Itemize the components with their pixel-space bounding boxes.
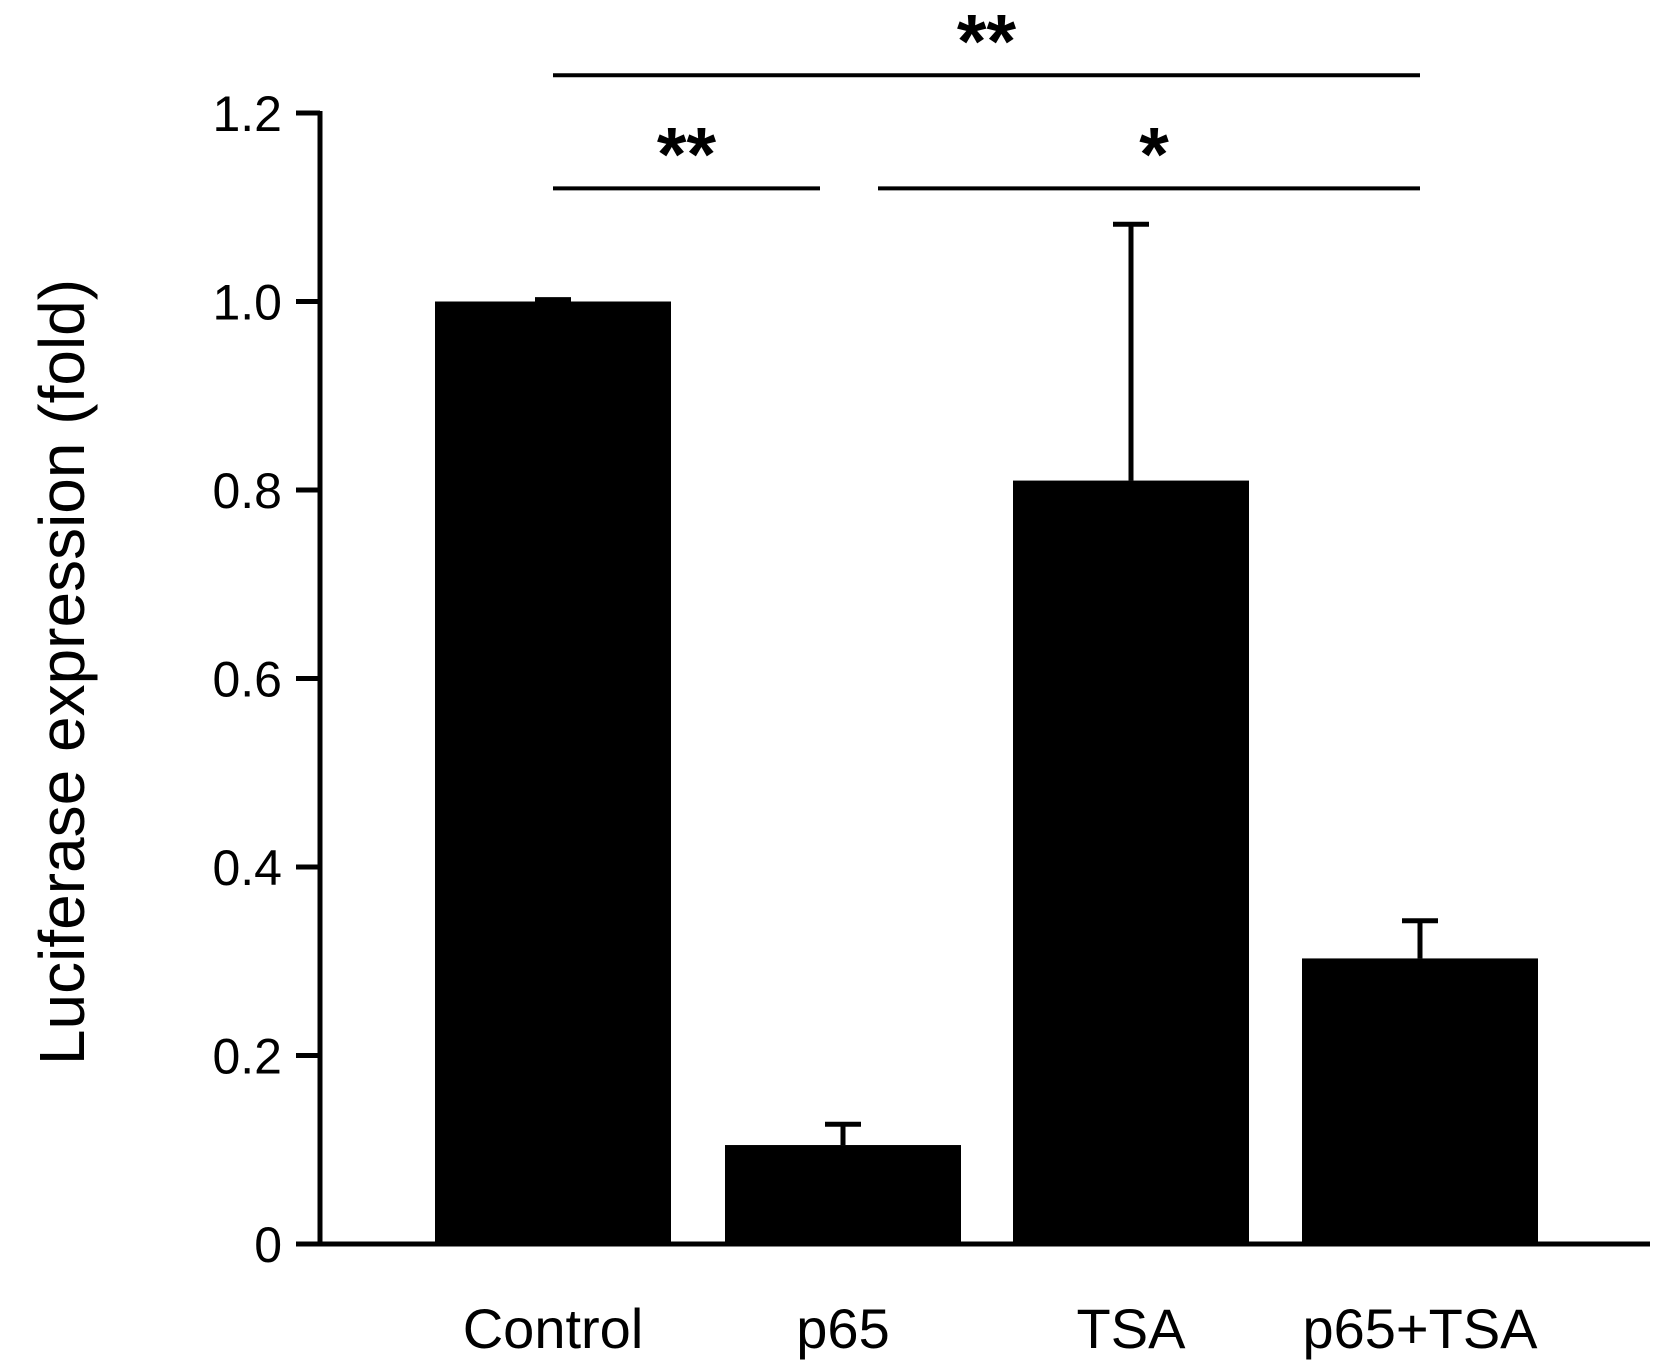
x-tick-label: p65+TSA [1302, 1297, 1538, 1360]
x-tick-label: Control [463, 1297, 644, 1360]
x-tick-label: TSA [1077, 1297, 1187, 1360]
bar-tsa [1013, 480, 1249, 1244]
y-axis-title: Luciferase expression (fold) [26, 279, 98, 1065]
bar-p65-tsa [1302, 958, 1538, 1244]
significance-label: ** [957, 0, 1017, 84]
significance-label: * [1139, 112, 1169, 197]
y-tick-label: 0.6 [212, 652, 282, 708]
error-bars-group [535, 221, 1438, 1146]
bar-p65 [725, 1145, 961, 1244]
bar-control [435, 301, 671, 1244]
significance-group: **** * [553, 0, 1420, 197]
y-ticks-group: 0 0.2 0.4 0.6 0.8 1.0 1.2 [212, 86, 320, 1273]
significance-label: ** [657, 112, 717, 197]
y-tick-label: 0 [254, 1217, 282, 1273]
bars-group [435, 301, 1538, 1244]
y-tick-label: 0.2 [212, 1029, 282, 1085]
y-tick-label: 0.4 [212, 840, 282, 896]
y-tick-label: 0.8 [212, 463, 282, 519]
x-labels-group: Control p65 TSA p65+TSA [463, 1297, 1538, 1360]
x-tick-label: p65 [796, 1297, 889, 1360]
y-tick-label: 1.2 [212, 86, 282, 142]
y-tick-label: 1.0 [212, 275, 282, 331]
